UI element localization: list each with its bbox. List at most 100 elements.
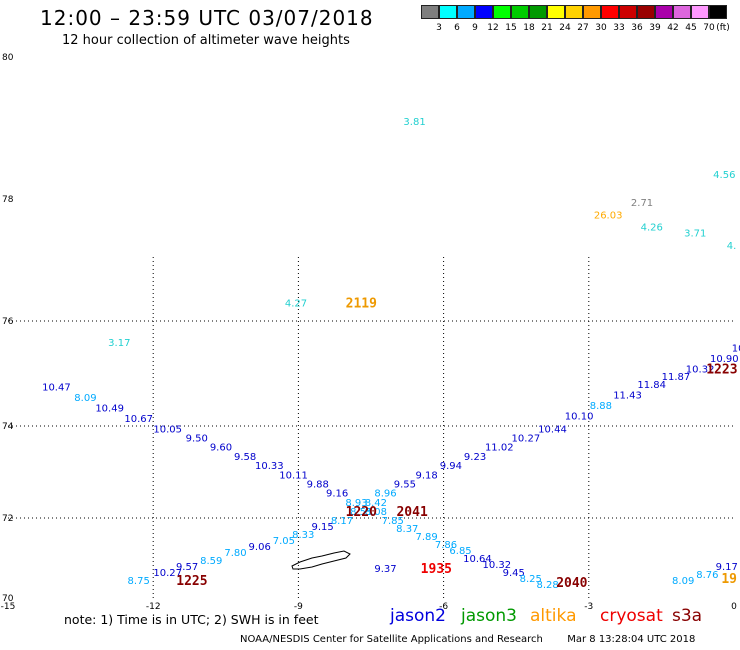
wave-height-label: 8.93 <box>345 498 367 509</box>
wave-height-label: 3.71 <box>684 229 706 240</box>
wave-height-label: 10.90 <box>710 354 739 365</box>
color-scale-label: 39 <box>649 23 661 33</box>
color-swatch <box>691 5 709 19</box>
x-tick-label: -15 <box>1 602 16 612</box>
wave-height-label: 3.81 <box>403 117 425 128</box>
wave-height-label: 7.89 <box>416 532 438 543</box>
legend-s3a: s3a <box>672 606 703 626</box>
axis-ticks: -15 -12 -9 -6 -3 0 70 72 74 76 78 80 <box>1 53 737 612</box>
x-tick-label: -3 <box>584 602 593 612</box>
legend-altika: altika <box>530 606 577 626</box>
wave-height-label: 8.09 <box>672 576 694 587</box>
wave-height-label: 10.27 <box>153 568 182 579</box>
pass-time-label: 1220 <box>346 505 377 520</box>
wave-height-label: 9.60 <box>210 443 232 454</box>
jan-mayen-island <box>291 550 351 570</box>
wave-height-label: 8.42 <box>365 498 387 509</box>
x-tick-label: -12 <box>146 602 161 612</box>
pass-time-label: 2040 <box>556 576 587 591</box>
color-scale-label: 3 <box>436 23 442 33</box>
pass-time-label: 1223 <box>706 362 737 377</box>
color-swatch <box>583 5 601 19</box>
wave-height-label: 8.76 <box>696 570 718 581</box>
wave-height-label: 3.17 <box>108 338 130 349</box>
color-swatch <box>457 5 475 19</box>
wave-height-label: 8.75 <box>128 576 150 587</box>
color-scale-label: 70 <box>703 23 715 33</box>
legend-jason3: jason3 <box>461 606 517 626</box>
wave-height-label: 8.17 <box>331 516 353 527</box>
color-swatch <box>673 5 691 19</box>
wave-height-label: 9.50 <box>186 434 208 445</box>
wave-height-label: 10.44 <box>538 424 567 435</box>
pass-time-label: 1225 <box>176 574 207 589</box>
wave-height-label: 7.80 <box>224 548 246 559</box>
footer: NOAA/NESDIS Center for Satellite Applica… <box>240 634 695 645</box>
wave-height-label: 8.33 <box>292 530 314 541</box>
wave-height-label: 9.23 <box>464 452 486 463</box>
y-tick-label: 74 <box>2 422 14 432</box>
x-tick-label: -9 <box>294 602 303 612</box>
wave-height-label: 9.94 <box>440 461 462 472</box>
wave-height-label: 8.55 <box>350 507 372 518</box>
wave-height-label: 9.55 <box>394 480 416 491</box>
wave-height-label: 4.56 <box>713 170 735 181</box>
color-scale-label: 30 <box>595 23 607 33</box>
pass-time-label: 1935 <box>421 562 452 577</box>
wave-height-label: 7.85 <box>382 516 404 527</box>
wave-height-label: 9.58 <box>234 452 256 463</box>
color-scale-label: 6 <box>454 23 460 33</box>
footer-timestamp: Mar 8 13:28:04 UTC 2018 <box>567 634 696 645</box>
y-tick-label: 76 <box>2 317 14 327</box>
wave-height-label: 2.71 <box>631 198 653 209</box>
wave-height-label: 8.59 <box>200 556 222 567</box>
wave-height-label: 8.28 <box>537 580 559 591</box>
wave-height-label: 8.96 <box>374 489 396 500</box>
color-swatch <box>601 5 619 19</box>
wave-height-label: 10.10 <box>565 412 594 423</box>
wave-height-label: 8.09 <box>74 393 96 404</box>
color-scale-label: 45 <box>685 23 697 33</box>
y-tick-label: 78 <box>2 195 14 205</box>
wave-height-label: 26.03 <box>594 210 623 221</box>
legend-jason2: jason2 <box>390 606 446 626</box>
color-swatch <box>547 5 565 19</box>
wave-height-label: 8.08 <box>365 507 387 518</box>
wave-height-label: 10.32 <box>686 364 715 375</box>
wave-height-label: 10.11 <box>279 470 308 481</box>
x-tick-label: 0 <box>731 602 737 612</box>
wave-height-label: 10.47 <box>42 383 71 394</box>
wave-height-label: 10.49 <box>95 404 124 415</box>
color-swatch <box>619 5 637 19</box>
y-tick-label: 70 <box>2 594 14 604</box>
wave-height-label: 7.05 <box>273 536 295 547</box>
wave-height-label: 10.67 <box>124 414 153 425</box>
color-scale-label: 18 <box>523 23 535 33</box>
wave-height-label: 9.37 <box>374 564 396 575</box>
color-swatch <box>439 5 457 19</box>
wave-height-label: 10.05 <box>153 424 182 435</box>
pass-time-label: 2041 <box>396 505 427 520</box>
wave-height-label: 6.85 <box>449 546 471 557</box>
x-tick-label: -6 <box>439 602 448 612</box>
color-scale-label: 12 <box>487 23 499 33</box>
color-scale-label: 27 <box>577 23 589 33</box>
y-tick-label: 80 <box>2 53 14 63</box>
wave-height-label: 11.43 <box>613 391 642 402</box>
color-swatch <box>421 5 439 19</box>
wave-height-label: 9.18 <box>416 470 438 481</box>
wave-height-label: 7.86 <box>435 540 457 551</box>
color-swatch <box>529 5 547 19</box>
color-scale-label: 15 <box>505 23 517 33</box>
wave-height-label: 9.16 <box>326 489 348 500</box>
pass-time-labels: 2119 1223 1220 2041 1935 1225 2040 19 <box>176 297 737 591</box>
lat-lon-grid <box>8 255 734 598</box>
wave-height-label: 10.33 <box>255 461 284 472</box>
wave-height-label: 10.27 <box>512 434 541 445</box>
legend-cryosat: cryosat <box>600 606 663 626</box>
wave-height-label: 8.25 <box>520 574 542 585</box>
footer-credit: NOAA/NESDIS Center for Satellite Applica… <box>240 634 543 645</box>
wave-height-label: 9.06 <box>249 542 271 553</box>
color-swatch <box>655 5 673 19</box>
